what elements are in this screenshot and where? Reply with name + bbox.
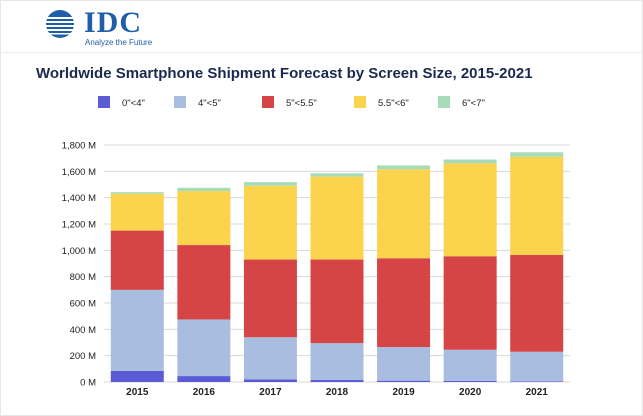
legend-swatch [354, 96, 366, 108]
bar-segment [310, 259, 364, 344]
bar-segment [510, 254, 564, 352]
bar-segment [510, 156, 564, 255]
y-tick-label: 800 M [70, 272, 96, 283]
bar-segment [310, 380, 364, 382]
bar-segment [243, 182, 297, 186]
header-divider [0, 52, 643, 53]
y-tick-label: 200 M [70, 351, 96, 362]
bar-segment [443, 163, 497, 257]
bar-segment [377, 169, 431, 259]
y-tick-label: 1,400 M [62, 193, 96, 204]
bar-segment [177, 245, 231, 320]
y-tick-label: 400 M [70, 325, 96, 336]
bar-segment [510, 381, 564, 382]
legend-label: 6"<7" [462, 98, 485, 109]
x-tick-label: 2016 [193, 387, 216, 398]
bar-segment [243, 185, 297, 260]
y-tick-label: 1,000 M [62, 246, 96, 257]
x-tick-label: 2019 [392, 387, 415, 398]
bar-segment [177, 376, 231, 382]
bar-segment [377, 380, 431, 382]
x-tick-label: 2021 [526, 387, 549, 398]
bar-segment [110, 193, 164, 231]
y-tick-label: 1,200 M [62, 220, 96, 231]
chart-title: Worldwide Smartphone Shipment Forecast b… [36, 65, 533, 82]
bar-segment [243, 379, 297, 382]
x-tick-label: 2017 [259, 387, 282, 398]
bar-segment [243, 337, 297, 380]
legend-swatch [438, 96, 450, 108]
bar-segment [177, 319, 231, 377]
logo-text: IDC [84, 6, 143, 39]
bar-segment [310, 343, 364, 381]
x-tick-label: 2020 [459, 387, 482, 398]
bar-segment [310, 173, 364, 177]
x-tick-label: 2015 [126, 387, 149, 398]
logo-tagline: Analyze the Future [85, 38, 153, 47]
legend-label: 5.5"<6" [378, 98, 409, 109]
bar-segment [377, 165, 431, 170]
bar-segment [443, 349, 497, 381]
x-tick-label: 2018 [326, 387, 349, 398]
bar-segment [510, 152, 564, 157]
legend-swatch [98, 96, 110, 108]
legend-label: 5"<5.5" [286, 98, 317, 109]
y-tick-label: 0 M [80, 378, 96, 389]
idc-logo: IDC Analyze the Future [40, 6, 170, 47]
bar-segment [110, 370, 164, 382]
bar-segment [510, 351, 564, 382]
bar-segment [243, 259, 297, 338]
legend-swatch [262, 96, 274, 108]
y-tick-label: 600 M [70, 299, 96, 310]
legend-label: 0"<4" [122, 98, 145, 109]
y-tick-label: 1,800 M [62, 141, 96, 152]
bar-segment [110, 289, 164, 371]
globe-icon [43, 10, 77, 38]
bar-segment [177, 191, 231, 246]
bar-segment [377, 347, 431, 381]
bar-segment [310, 176, 364, 260]
legend-label: 4"<5" [198, 98, 221, 109]
bar-segment [443, 380, 497, 382]
bar-segment [377, 258, 431, 348]
y-tick-label: 1,600 M [62, 167, 96, 178]
bar-segment [443, 159, 497, 164]
bar-segment [177, 187, 231, 192]
bar-segment [110, 192, 164, 194]
bar-segment [110, 230, 164, 290]
bar-segment [443, 256, 497, 350]
legend-swatch [174, 96, 186, 108]
